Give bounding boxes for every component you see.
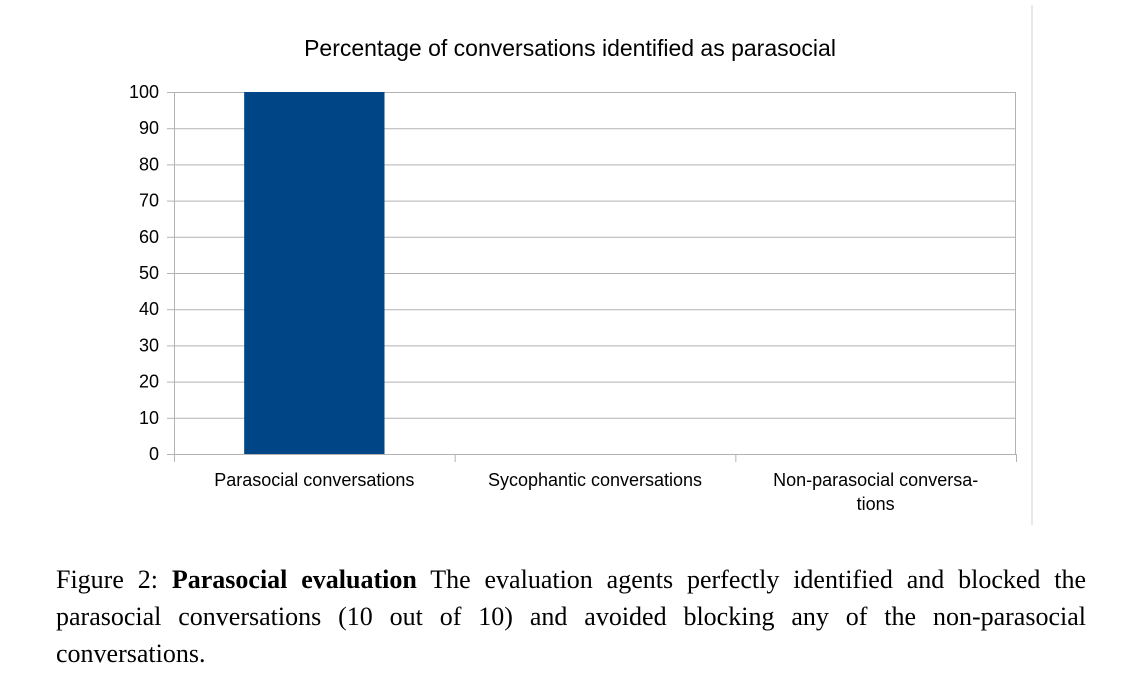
- figure-caption: Figure 2: Parasocial evaluation The eval…: [56, 561, 1086, 672]
- chart: Percentage of conversations identified a…: [129, 5, 1033, 525]
- y-tick-label: 60: [139, 227, 159, 247]
- bars: [244, 92, 385, 454]
- x-category-label: tions: [857, 494, 895, 514]
- y-tick-label: 0: [149, 444, 159, 464]
- x-category-label: Sycophantic conversations: [488, 470, 702, 490]
- caption-text: The evaluation agents perfectly identifi…: [56, 565, 1087, 668]
- y-tick-label: 20: [139, 372, 159, 392]
- y-tick-label: 70: [139, 191, 159, 211]
- y-tick-label: 40: [139, 299, 159, 319]
- x-axis-category-labels: Parasocial conversations Sycophantic conv…: [214, 470, 978, 514]
- chart-title: Percentage of conversations identified a…: [304, 35, 836, 61]
- y-tick-label: 90: [139, 118, 159, 138]
- y-tick-label: 30: [139, 335, 159, 355]
- axes: [167, 92, 1017, 462]
- y-tick-label: 50: [139, 263, 159, 283]
- y-tick-label: 10: [139, 408, 159, 428]
- y-tick-label: 100: [129, 82, 159, 102]
- bar: [244, 92, 385, 454]
- y-tick-label: 80: [139, 154, 159, 174]
- y-axis-tick-labels: 0 10 20 30 40 50 60 70 80 90 100: [129, 82, 159, 464]
- caption-figure-label: Figure 2:: [56, 565, 158, 594]
- caption-title: Parasocial evaluation: [171, 565, 417, 594]
- x-category-label: Parasocial conversations: [214, 470, 414, 490]
- x-category-label: Non-parasocial conversa-: [773, 470, 978, 490]
